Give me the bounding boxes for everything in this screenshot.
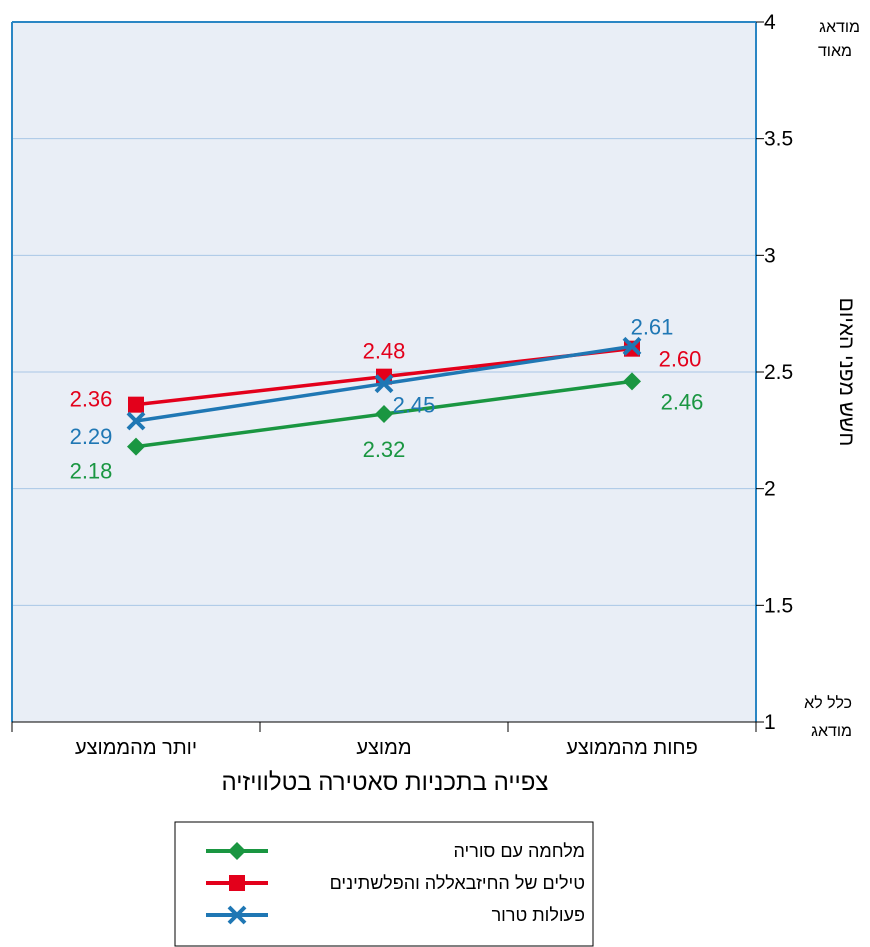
y-end-label-top-2: מאוד [818, 43, 852, 60]
data-label: 2.48 [363, 339, 406, 364]
data-label: 2.45 [393, 393, 436, 418]
diamond-marker [127, 437, 145, 456]
x-category-label: ממוצע [356, 737, 411, 759]
y-tick-label: 1 [764, 711, 776, 734]
y-end-label-bottom-2: מודאג [811, 723, 852, 740]
series-group [126, 336, 642, 456]
x-category-label: פחות מהממוצע [566, 737, 698, 759]
y-tick-label: 2.5 [764, 361, 793, 384]
y-axis-ticks: 1 1.5 2 2.5 3 3.5 4 [756, 11, 793, 734]
square-marker [229, 875, 245, 891]
x-marker-stroke [126, 411, 146, 431]
data-label: 2.46 [661, 389, 704, 414]
x-axis-title: צפייה בתכניות סאטירה בטלוויזיה [221, 769, 548, 796]
x-marker-stroke [227, 905, 247, 925]
legend-items: מלחמה עם סוריה טילים של החיזבאללה והפלשתי… [206, 841, 585, 925]
legend-label: טילים של החיזבאללה והפלשתינים [330, 873, 585, 893]
data-labels: 2.46 2.32 2.18 2.60 2.48 2.36 2.61 2.45 2.29 [70, 314, 704, 483]
y-axis-title: חשש מפני האיום [835, 298, 858, 447]
diamond-marker [623, 372, 641, 391]
diamond-marker [228, 842, 246, 860]
y-tick-label: 3.5 [764, 128, 793, 151]
x-marker [622, 336, 642, 356]
y-end-label-bottom-1: כלל לא [804, 694, 852, 712]
x-marker [227, 905, 247, 925]
y-tick-label: 1.5 [764, 594, 793, 617]
x-axis-ticks: פחות מהממוצע ממוצע יותר מהממוצע [11, 722, 757, 759]
x-marker [374, 374, 394, 394]
x-marker-stroke [374, 374, 394, 394]
data-label: 2.32 [363, 437, 406, 462]
legend-label: מלחמה עם סוריה [454, 841, 586, 861]
square-marker [128, 396, 144, 413]
x-marker-stroke [622, 336, 642, 356]
legend: מלחמה עם סוריה טילים של החיזבאללה והפלשתי… [174, 821, 594, 947]
data-label: 2.29 [70, 424, 113, 449]
y-tick-label: 3 [764, 244, 776, 267]
data-label: 2.36 [70, 387, 113, 412]
legend-label: פעולות טרור [492, 905, 585, 925]
y-end-label-top-1: מודאג [819, 19, 860, 36]
x-marker [126, 411, 146, 431]
data-label: 2.60 [659, 347, 702, 372]
data-label: 2.18 [70, 459, 113, 484]
x-category-label: יותר מהממוצע [75, 737, 197, 759]
y-tick-label: 4 [764, 11, 776, 34]
data-label: 2.61 [631, 314, 674, 339]
diamond-marker [375, 405, 393, 423]
y-tick-label: 2 [764, 478, 776, 501]
